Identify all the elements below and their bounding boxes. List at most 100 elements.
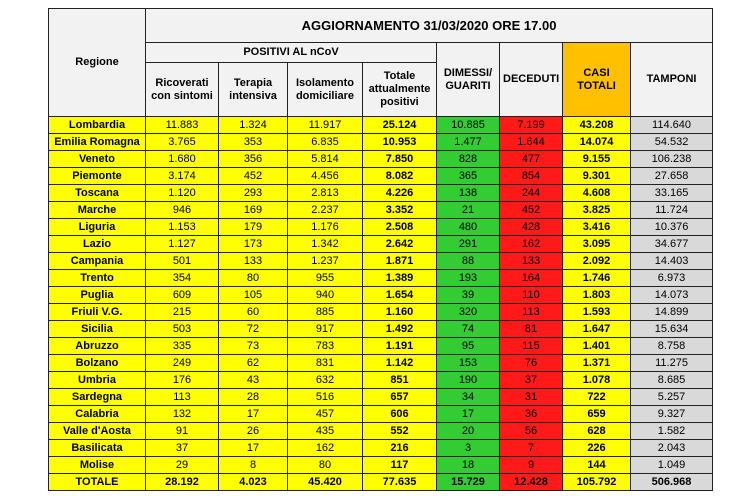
region-header: Regione <box>48 8 146 117</box>
region-name: Piemonte <box>48 167 146 185</box>
region-name: Campania <box>48 252 146 270</box>
cell-value: 1.371 <box>562 354 631 372</box>
cell-value: 1.049 <box>629 456 714 474</box>
cell-value: 632 <box>287 371 363 389</box>
cell-value: 5.257 <box>629 388 714 406</box>
cell-value: 1.582 <box>629 422 714 440</box>
cell-value: 1.401 <box>562 337 631 355</box>
cell-value: 9.155 <box>562 150 631 168</box>
cell-value: 946 <box>145 201 219 219</box>
cell-value: 27.658 <box>629 167 714 185</box>
cell-value: 14.899 <box>629 303 714 321</box>
cell-value: 854 <box>499 167 563 185</box>
cell-value: 365 <box>436 167 500 185</box>
region-name: Veneto <box>48 150 146 168</box>
cell-value: 7 <box>499 439 563 457</box>
column-header: TAMPONI <box>629 42 714 117</box>
cell-value: 193 <box>436 269 500 287</box>
region-name: Bolzano <box>48 354 146 372</box>
cell-value: 831 <box>287 354 363 372</box>
cell-value: 34.677 <box>629 235 714 253</box>
cell-value: 659 <box>562 405 631 423</box>
cell-value: 1.871 <box>362 252 437 270</box>
cell-value: 9.327 <box>629 405 714 423</box>
cell-value: 606 <box>362 405 437 423</box>
cell-value: 851 <box>362 371 437 389</box>
cell-value: 29 <box>145 456 219 474</box>
cell-value: 1.127 <box>145 235 219 253</box>
table-row: Basilicata 37 17 162 216 3 7 226 2.043 <box>48 439 714 457</box>
cell-value: 722 <box>562 388 631 406</box>
cell-value: 1.647 <box>562 320 631 338</box>
cell-value: 244 <box>499 184 563 202</box>
cell-value: 25.124 <box>362 116 437 134</box>
cell-value: 113 <box>145 388 219 406</box>
cell-value: 783 <box>287 337 363 355</box>
cell-value: 1.680 <box>145 150 219 168</box>
cell-value: 173 <box>218 235 288 253</box>
cell-value: 501 <box>145 252 219 270</box>
cell-value: 12.428 <box>499 473 563 491</box>
cell-value: 8.685 <box>629 371 714 389</box>
cell-value: 132 <box>145 405 219 423</box>
cell-value: 2.813 <box>287 184 363 202</box>
column-header: Ricoverati con sintomi <box>145 62 219 117</box>
cell-value: 39 <box>436 286 500 304</box>
cell-value: 153 <box>436 354 500 372</box>
cell-value: 1.746 <box>562 269 631 287</box>
cell-value: 10.376 <box>629 218 714 236</box>
cell-value: 14.074 <box>562 133 631 151</box>
cell-value: 60 <box>218 303 288 321</box>
cell-value: 28 <box>218 388 288 406</box>
cell-value: 7.850 <box>362 150 437 168</box>
cell-value: 1.176 <box>287 218 363 236</box>
cell-value: 828 <box>436 150 500 168</box>
cell-value: 133 <box>218 252 288 270</box>
region-name: Abruzzo <box>48 337 146 355</box>
cell-value: 10.885 <box>436 116 500 134</box>
column-header: DECEDUTI <box>499 42 563 117</box>
cell-value: 435 <box>287 422 363 440</box>
cell-value: 26 <box>218 422 288 440</box>
region-name: Toscana <box>48 184 146 202</box>
cell-value: 2.092 <box>562 252 631 270</box>
cell-value: 516 <box>287 388 363 406</box>
table-row: Trento 354 80 955 1.389 193 164 1.746 6.973 <box>48 269 714 287</box>
cell-value: 940 <box>287 286 363 304</box>
cell-value: 291 <box>436 235 500 253</box>
cell-value: 43 <box>218 371 288 389</box>
cell-value: 17 <box>436 405 500 423</box>
cell-value: 77.635 <box>362 473 437 491</box>
cell-value: 628 <box>562 422 631 440</box>
cell-value: 1.237 <box>287 252 363 270</box>
cell-value: 3.765 <box>145 133 219 151</box>
cell-value: 5.814 <box>287 150 363 168</box>
region-name: Lazio <box>48 235 146 253</box>
table-row: Marche 946 169 2.237 3.352 21 452 3.825 11.724 <box>48 201 714 219</box>
cell-value: 4.023 <box>218 473 288 491</box>
table-row: TOTALE 28.192 4.023 45.420 77.635 15.729 12.42… <box>48 473 714 491</box>
region-name: Basilicata <box>48 439 146 457</box>
column-header: CASI TOTALI <box>562 42 631 117</box>
cell-value: 6.835 <box>287 133 363 151</box>
covid-table: Regione AGGIORNAMENTO 31/03/2020 ORE 17.… <box>48 8 714 491</box>
table-row: Lazio 1.127 173 1.342 2.642 291 162 3.095 34.677 <box>48 235 714 253</box>
cell-value: 216 <box>362 439 437 457</box>
cell-value: 28.192 <box>145 473 219 491</box>
cell-value: 80 <box>287 456 363 474</box>
table-row: Emilia Romagna 3.765 353 6.835 10.953 1.477 1.… <box>48 133 714 151</box>
cell-value: 133 <box>499 252 563 270</box>
cell-value: 215 <box>145 303 219 321</box>
cell-value: 4.456 <box>287 167 363 185</box>
cell-value: 11.275 <box>629 354 714 372</box>
table-row: Veneto 1.680 356 5.814 7.850 828 477 9.155 106.2… <box>48 150 714 168</box>
cell-value: 21 <box>436 201 500 219</box>
cell-value: 31 <box>499 388 563 406</box>
cell-value: 43.208 <box>562 116 631 134</box>
cell-value: 1.644 <box>499 133 563 151</box>
cell-value: 477 <box>499 150 563 168</box>
column-header: Isolamento domiciliare <box>287 62 363 117</box>
cell-value: 2.642 <box>362 235 437 253</box>
table-row: Lombardia 11.883 1.324 11.917 25.124 10.885 7.… <box>48 116 714 134</box>
cell-value: 20 <box>436 422 500 440</box>
